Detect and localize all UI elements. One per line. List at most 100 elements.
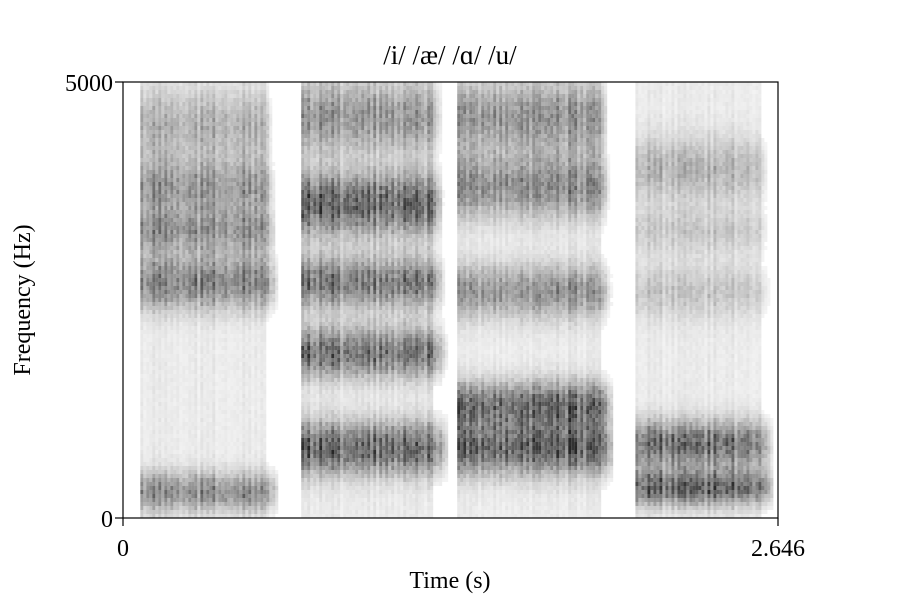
spectro-cell [257,366,261,370]
spectro-cell [260,274,264,278]
spectro-cell [146,230,150,234]
spectro-cell [257,302,261,306]
spectro-cell [230,422,234,426]
spectro-cell [161,334,165,338]
spectro-cell [146,138,150,142]
spectro-cell [254,470,258,474]
spectro-cell [179,198,183,202]
spectro-cell [179,214,183,218]
spectro-cell [248,462,252,466]
spectro-cell [215,390,219,394]
spectro-cell [155,258,159,262]
spectro-cell [182,370,186,374]
spectro-cell [194,230,198,234]
spectro-cell [227,210,231,214]
spectro-cell [230,110,234,114]
spectro-cell [200,278,204,282]
spectro-cell [230,90,234,94]
spectro-cell [176,470,180,474]
spectro-cell [242,258,246,262]
spectro-cell [152,134,156,138]
spectro-cell [176,114,180,118]
spectro-cell [233,210,237,214]
spectro-cell [239,446,243,450]
spectro-cell [209,334,213,338]
spectro-cell [239,410,243,414]
spectro-cell [173,162,177,166]
spectro-cell [191,370,195,374]
spectro-cell [260,246,264,250]
spectro-cell [176,222,180,226]
spectro-cell [239,246,243,250]
spectro-cell [155,490,159,494]
spectro-cell [224,258,228,262]
spectro-cell [230,386,234,390]
spectro-cell [304,358,308,362]
spectro-cell [224,238,228,242]
spectro-cell [263,450,267,454]
spectro-cell [263,510,267,514]
spectro-cell [149,166,153,170]
spectro-cell [170,102,174,106]
spectro-cell [158,162,162,166]
spectro-cell [221,446,225,450]
spectro-cell [167,382,171,386]
spectro-cell [200,198,204,202]
spectro-cell [140,242,144,246]
spectro-cell [155,142,159,146]
spectro-cell [251,170,255,174]
spectro-cell [200,494,204,498]
spectro-cell [194,390,198,394]
spectro-cell [200,394,204,398]
spectro-cell [188,326,192,330]
spectro-cell [242,322,246,326]
spectro-cell [149,422,153,426]
spectro-cell [200,110,204,114]
spectro-cell [176,186,180,190]
spectro-cell [206,234,210,238]
spectro-cell [143,418,147,422]
spectro-cell [191,186,195,190]
spectro-cell [236,202,240,206]
spectro-cell [206,358,210,362]
spectro-cell [254,362,258,366]
spectro-cell [140,314,144,318]
spectro-cell [167,298,171,302]
spectro-cell [209,122,213,126]
spectro-cell [242,454,246,458]
spectro-cell [149,290,153,294]
spectro-cell [215,354,219,358]
spectro-cell [251,450,255,454]
spectro-cell [206,346,210,350]
spectro-cell [272,486,276,490]
spectro-cell [200,414,204,418]
spectro-cell [301,378,305,382]
spectro-cell [191,426,195,430]
spectro-cell [155,174,159,178]
spectro-cell [203,142,207,146]
spectro-cell [161,210,165,214]
spectro-cell [266,478,270,482]
spectro-cell [185,314,189,318]
spectro-cell [173,90,177,94]
spectro-cell [170,202,174,206]
spectro-cell [179,434,183,438]
spectro-cell [212,334,216,338]
spectro-cell [158,142,162,146]
spectro-cell [173,142,177,146]
spectro-cell [197,406,201,410]
spectro-cell [230,310,234,314]
spectro-cell [167,306,171,310]
spectro-cell [140,218,144,222]
spectro-cell [206,206,210,210]
spectro-cell [257,294,261,298]
spectro-cell [146,174,150,178]
spectro-cell [236,190,240,194]
spectro-cell [230,414,234,418]
spectro-cell [140,450,144,454]
spectro-cell [224,242,228,246]
spectro-cell [245,150,249,154]
spectro-cell [251,90,255,94]
spectro-cell [185,222,189,226]
spectro-cell [161,106,165,110]
